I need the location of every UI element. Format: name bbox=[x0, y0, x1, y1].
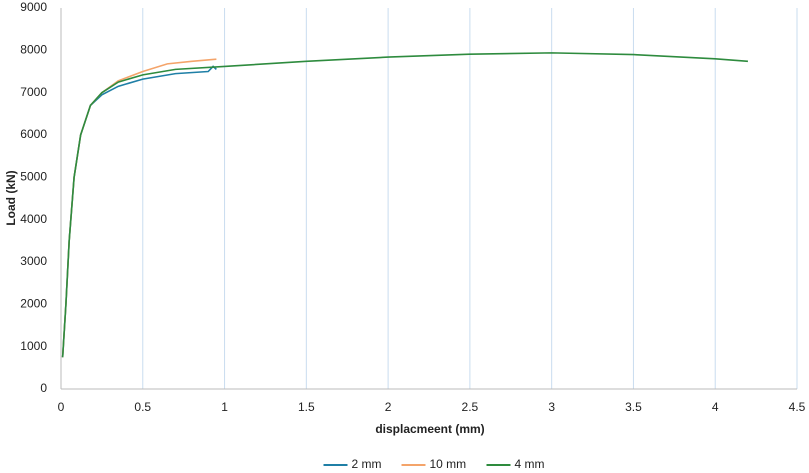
legend-label: 4 mm bbox=[515, 457, 545, 471]
x-tick-label: 1 bbox=[221, 400, 228, 414]
data-line bbox=[61, 58, 217, 358]
x-tick-label: 1.5 bbox=[298, 400, 315, 414]
y-tick-label: 7000 bbox=[20, 85, 47, 99]
y-tick-label: 8000 bbox=[20, 43, 47, 57]
y-tick-label: 4000 bbox=[20, 212, 47, 226]
x-tick-label: 4.5 bbox=[789, 400, 806, 414]
y-tick-label: 2000 bbox=[20, 297, 47, 311]
y-tick-label: 3000 bbox=[20, 254, 47, 268]
legend-label: 2 mm bbox=[352, 457, 382, 471]
x-tick-label: 3 bbox=[548, 400, 555, 414]
x-tick-label: 2 bbox=[385, 400, 392, 414]
x-tick-label: 0.5 bbox=[134, 400, 151, 414]
x-tick-label: 3.5 bbox=[625, 400, 642, 414]
data-line bbox=[61, 52, 748, 358]
x-tick-label: 2.5 bbox=[462, 400, 479, 414]
y-tick-label: 9000 bbox=[20, 0, 47, 14]
y-axis-label: Load (kN) bbox=[4, 170, 18, 225]
x-tick-label: 0 bbox=[58, 400, 65, 414]
y-tick-label: 0 bbox=[40, 381, 47, 395]
x-axis-label: displacmeent (mm) bbox=[375, 422, 484, 436]
y-tick-label: 1000 bbox=[20, 339, 47, 353]
data-line bbox=[61, 65, 217, 358]
x-tick-label: 4 bbox=[712, 400, 719, 414]
legend-label: 10 mm bbox=[430, 457, 467, 471]
y-tick-label: 6000 bbox=[20, 127, 47, 141]
y-tick-label: 5000 bbox=[20, 170, 47, 184]
